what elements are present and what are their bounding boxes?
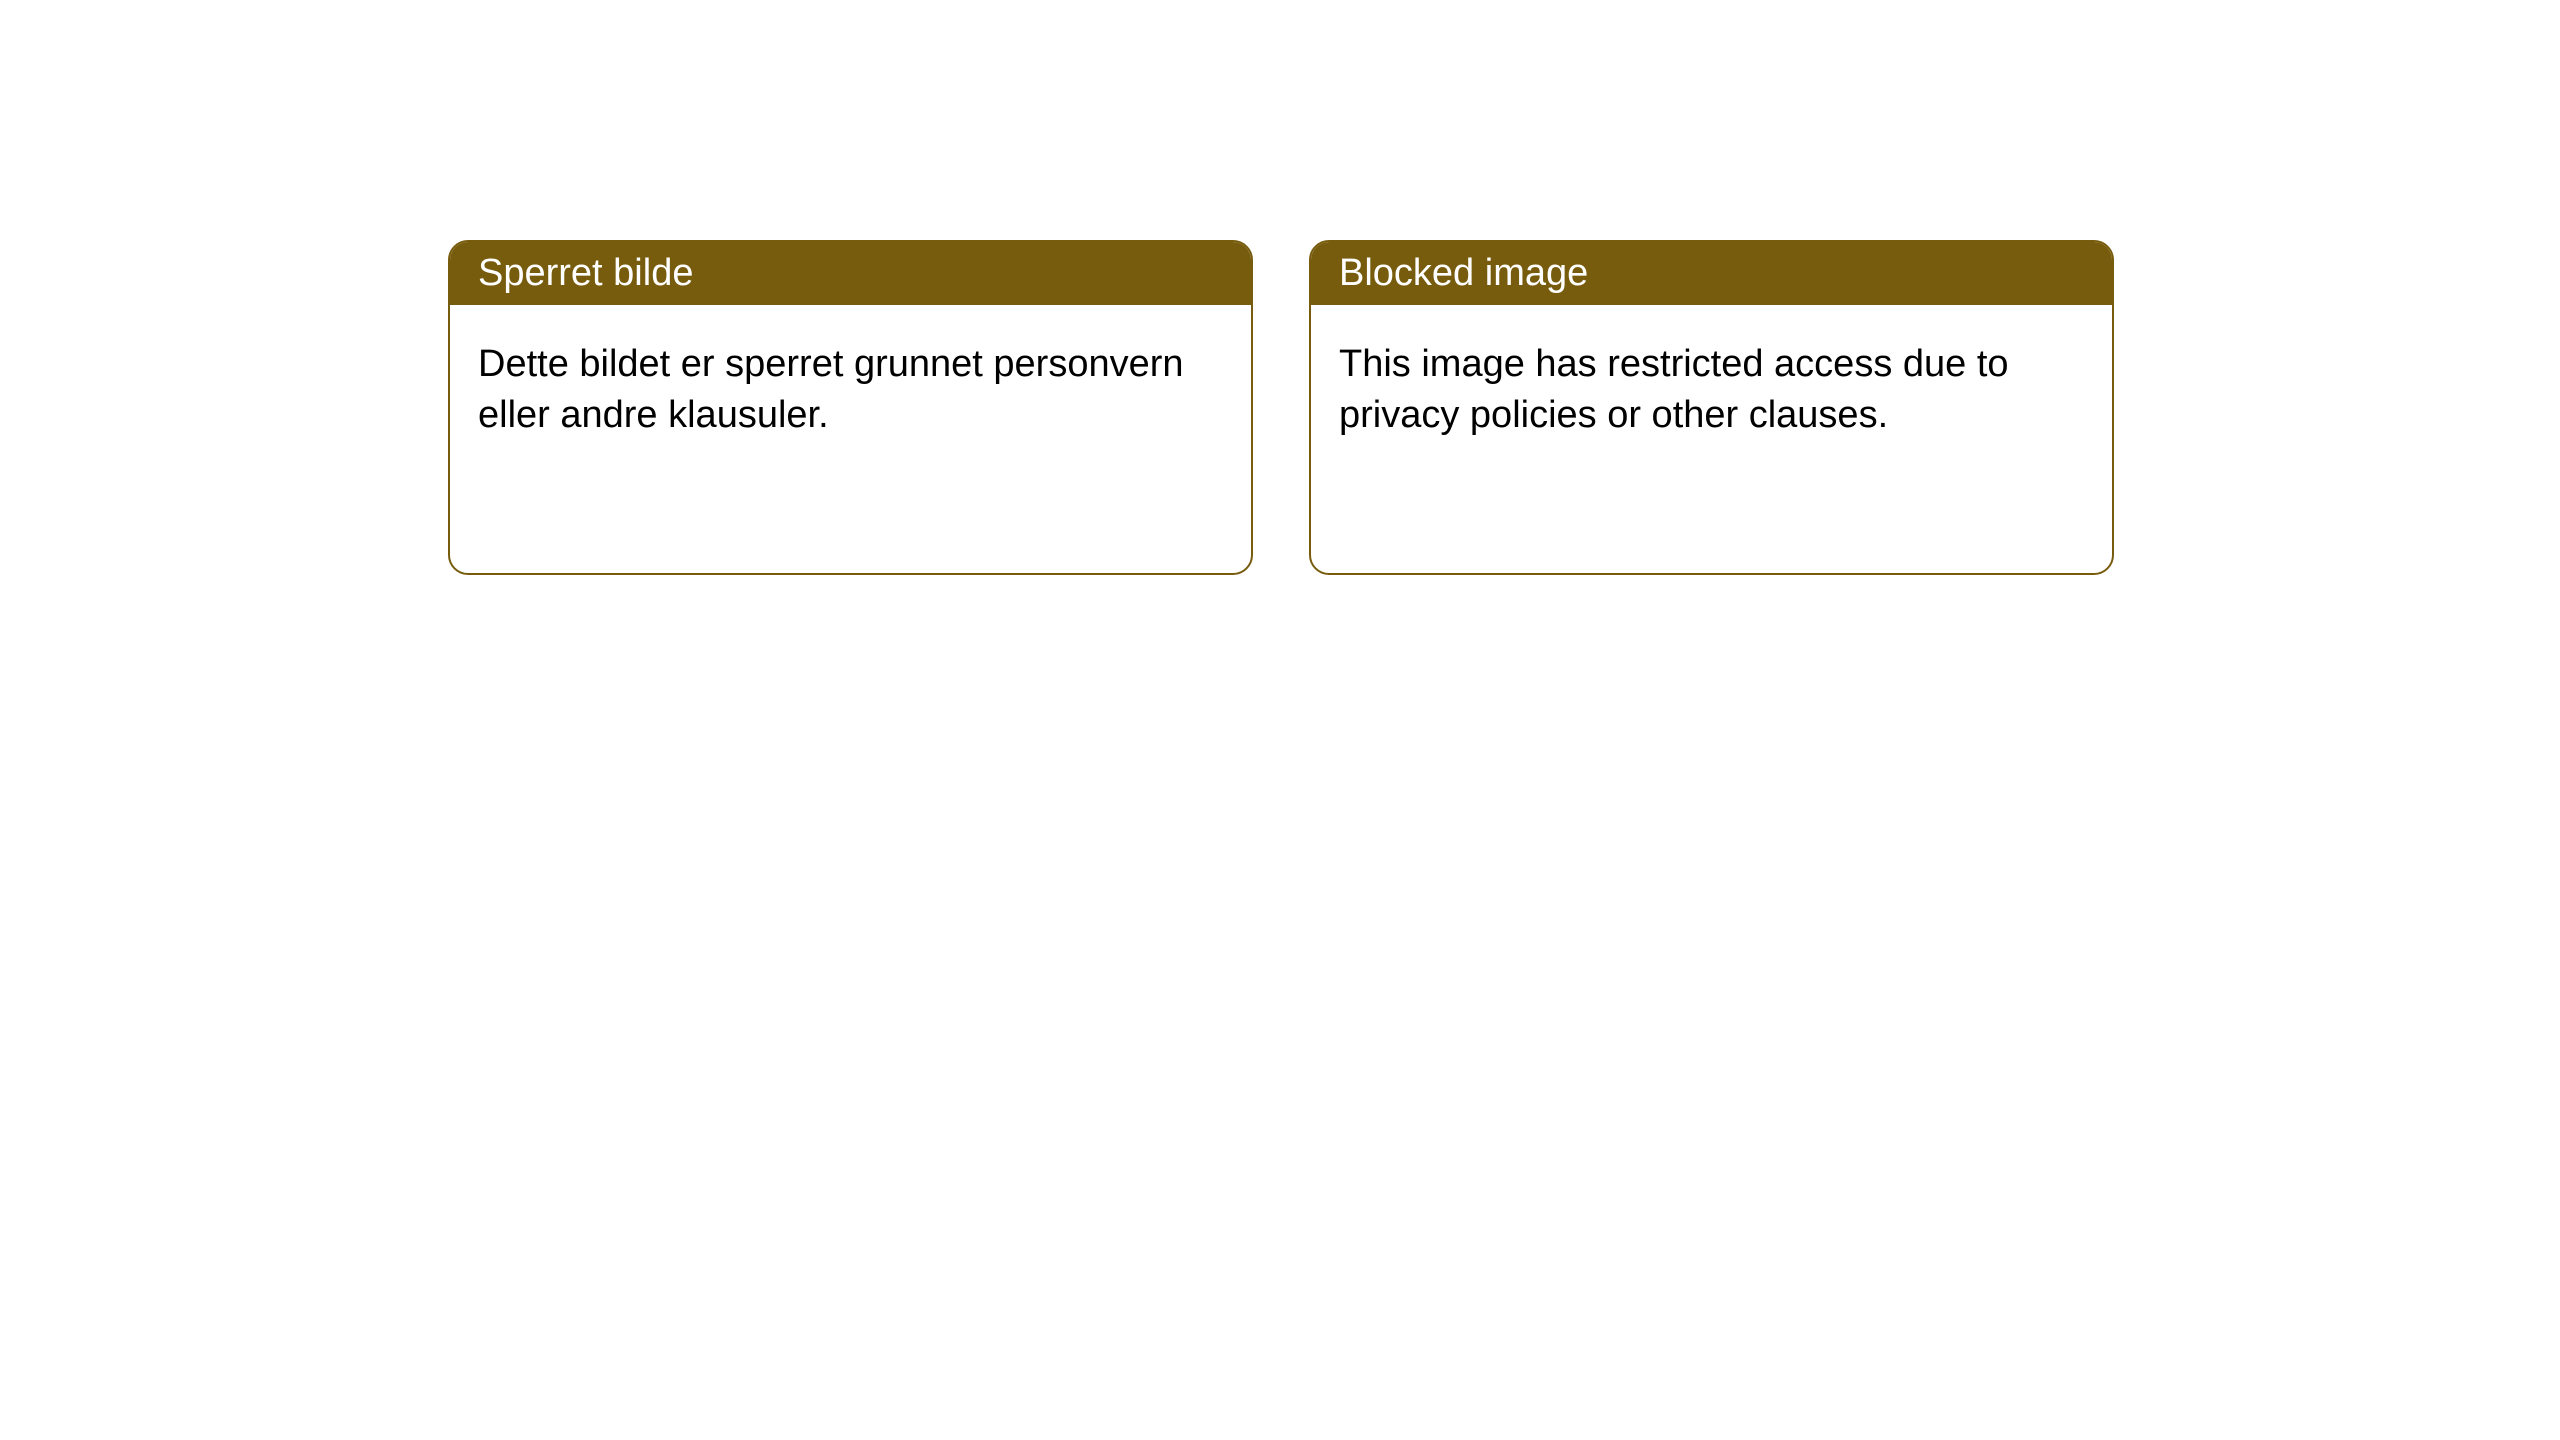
- card-title: Sperret bilde: [478, 252, 693, 294]
- card-header: Blocked image: [1311, 242, 2112, 305]
- notice-container: Sperret bilde Dette bildet er sperret gr…: [0, 0, 2560, 575]
- card-message: This image has restricted access due to …: [1339, 343, 2009, 436]
- card-message: Dette bildet er sperret grunnet personve…: [478, 343, 1184, 436]
- card-body: Dette bildet er sperret grunnet personve…: [450, 305, 1251, 476]
- card-body: This image has restricted access due to …: [1311, 305, 2112, 476]
- notice-card-norwegian: Sperret bilde Dette bildet er sperret gr…: [448, 240, 1253, 575]
- card-header: Sperret bilde: [450, 242, 1251, 305]
- notice-card-english: Blocked image This image has restricted …: [1309, 240, 2114, 575]
- card-title: Blocked image: [1339, 252, 1588, 294]
